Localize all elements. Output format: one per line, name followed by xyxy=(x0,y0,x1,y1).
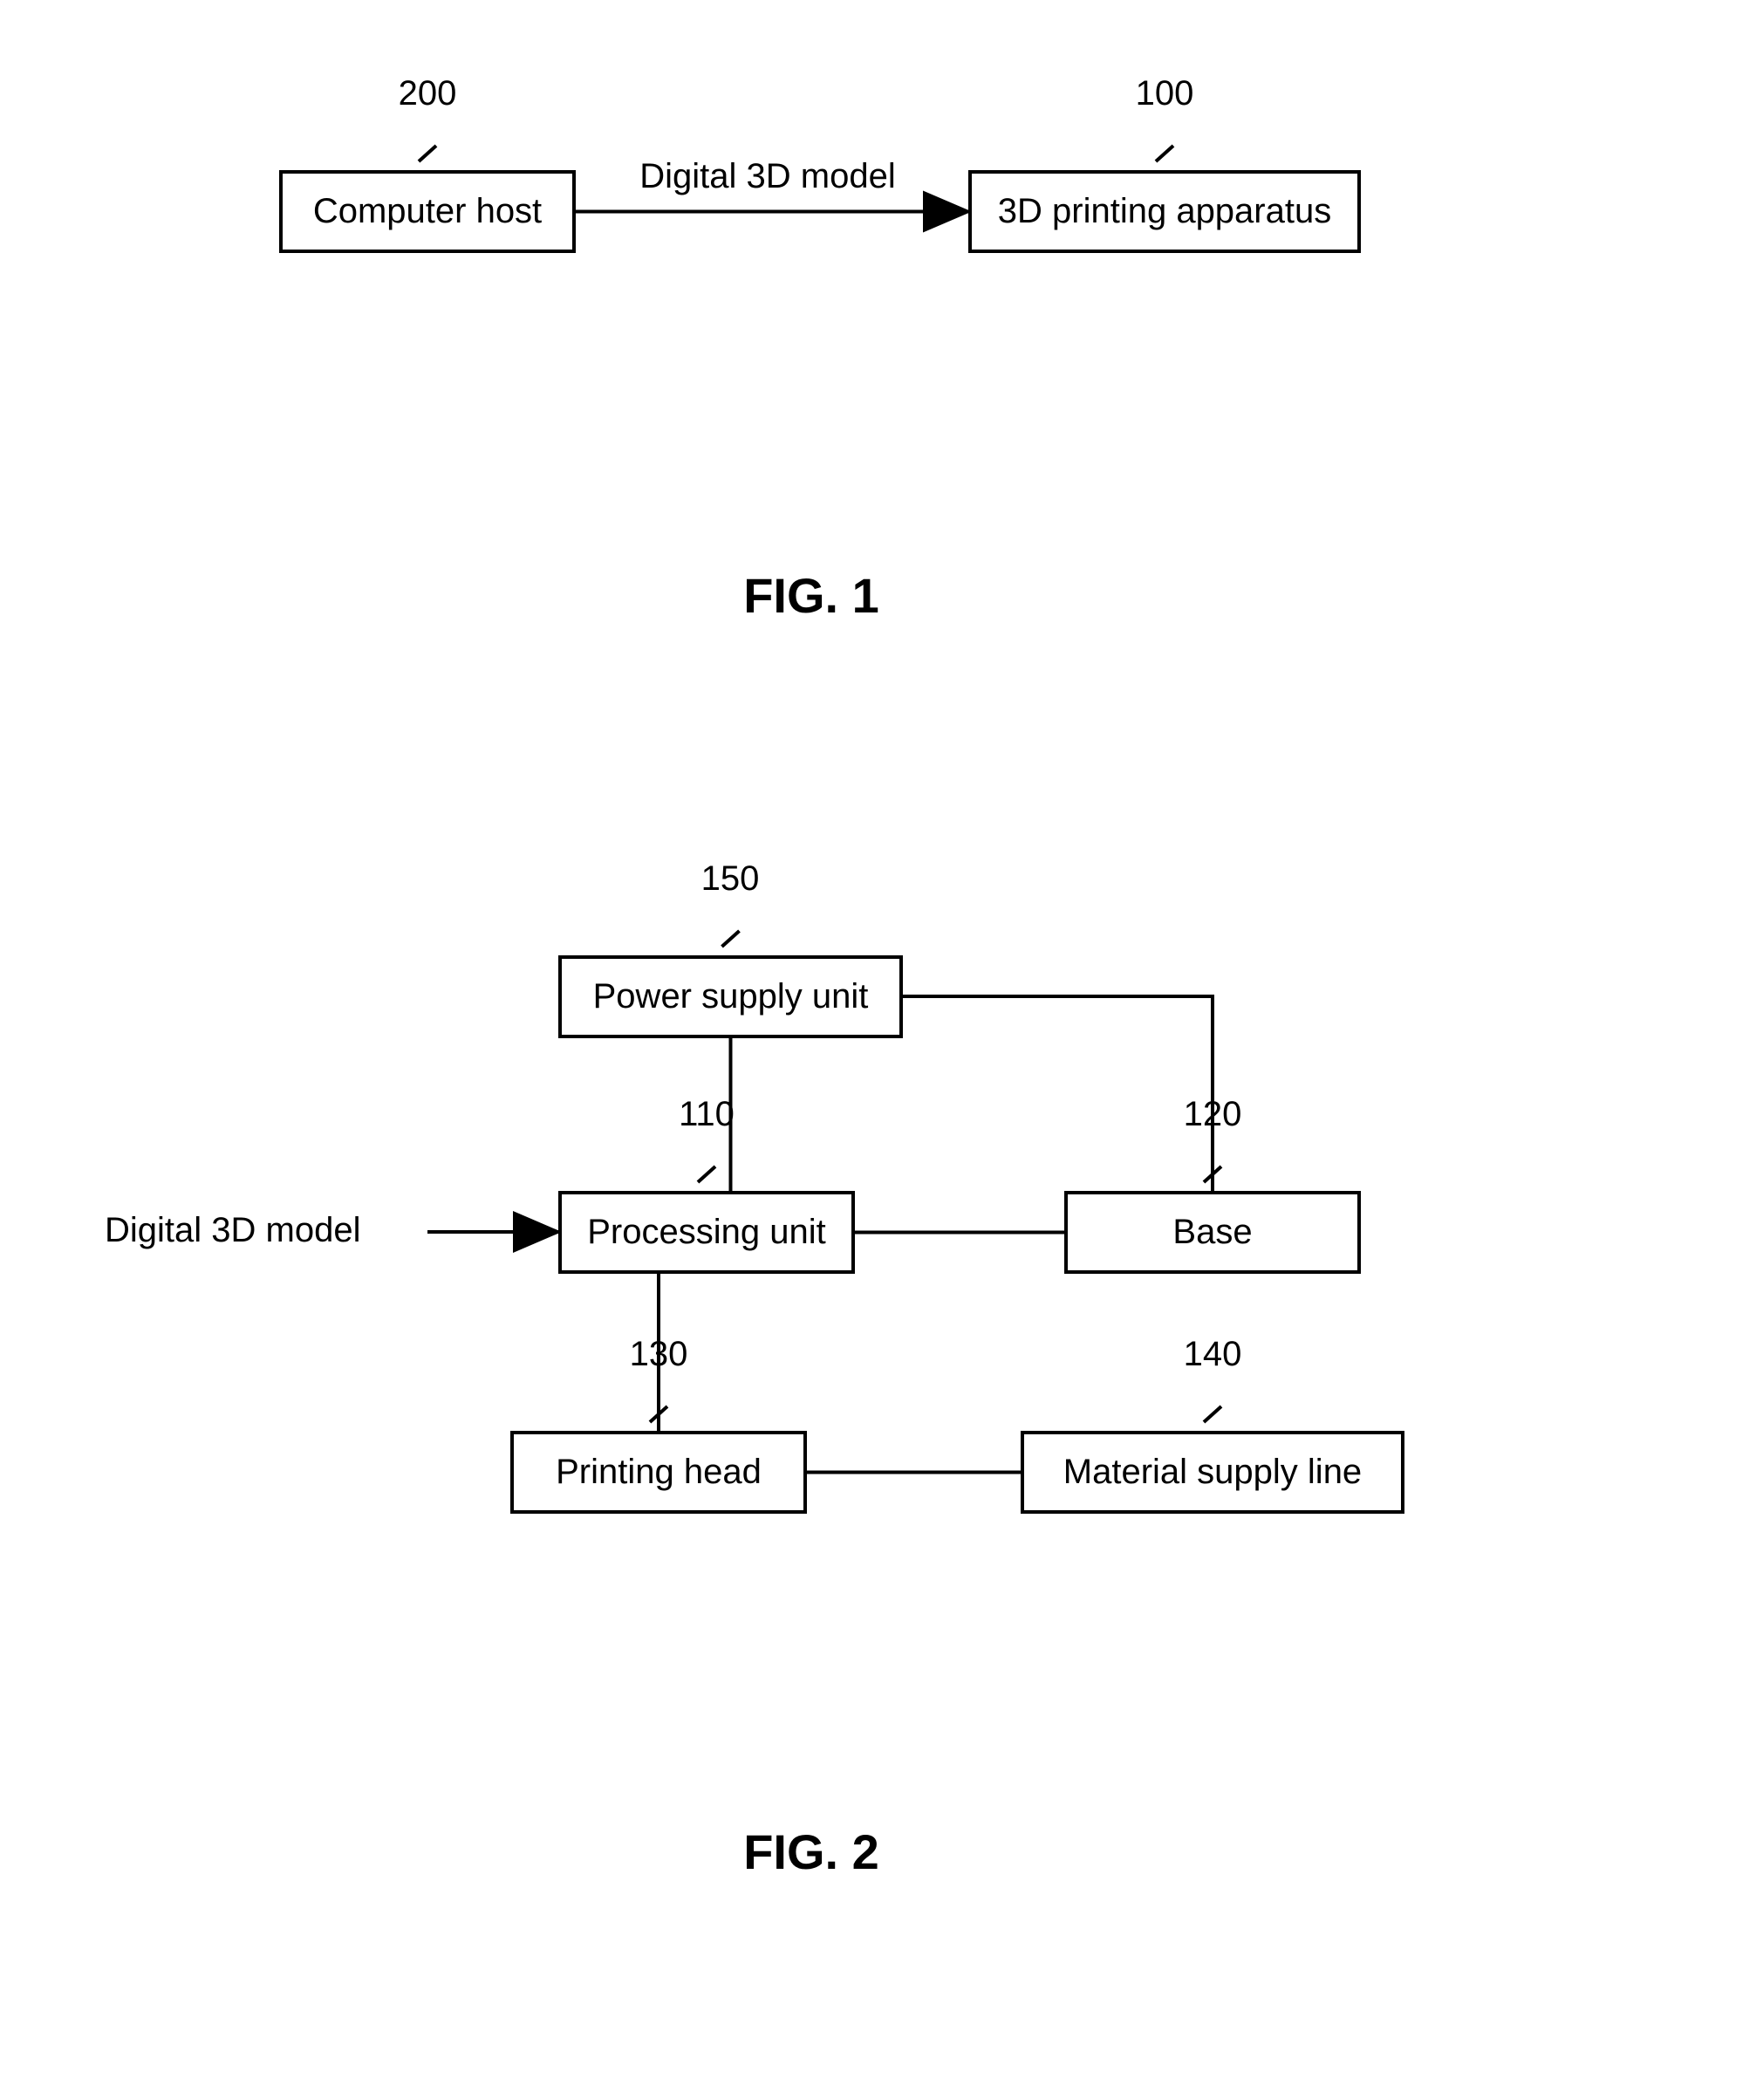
fig2-power-supply-text: Power supply unit xyxy=(593,977,869,1016)
fig2-processing-unit-ref: 110 xyxy=(663,1095,750,1134)
fig1-caption: FIG. 1 xyxy=(680,567,942,624)
fig2-base-box: Base xyxy=(1064,1191,1361,1274)
fig2-printing-head-ref: 130 xyxy=(615,1335,702,1374)
diagram-svg xyxy=(0,0,1763,2100)
fig1-computer-host-text: Computer host xyxy=(313,192,542,231)
fig2-material-supply-ref: 140 xyxy=(1169,1335,1256,1374)
fig2-power-supply-ref: 150 xyxy=(687,859,774,899)
fig2-material-supply-box: Material supply line xyxy=(1021,1431,1404,1514)
fig2-input-label: Digital 3D model xyxy=(105,1211,419,1250)
fig2-processing-unit-text: Processing unit xyxy=(587,1213,825,1252)
fig2-base-text: Base xyxy=(1172,1213,1252,1252)
fig2-caption: FIG. 2 xyxy=(680,1823,942,1880)
fig2-printing-head-box: Printing head xyxy=(510,1431,807,1514)
fig1-computer-host-box: Computer host xyxy=(279,170,576,253)
fig2-base-ref: 120 xyxy=(1169,1095,1256,1134)
fig2-processing-unit-box: Processing unit xyxy=(558,1191,855,1274)
fig2-printing-head-text: Printing head xyxy=(556,1453,762,1492)
fig1-computer-host-ref: 200 xyxy=(384,74,471,113)
fig1-printing-apparatus-text: 3D printing apparatus xyxy=(998,192,1331,231)
fig1-edge-label: Digital 3D model xyxy=(593,157,942,196)
fig1-printing-apparatus-ref: 100 xyxy=(1121,74,1208,113)
fig1-printing-apparatus-box: 3D printing apparatus xyxy=(968,170,1361,253)
fig2-material-supply-text: Material supply line xyxy=(1063,1453,1362,1492)
fig2-power-supply-box: Power supply unit xyxy=(558,955,903,1038)
